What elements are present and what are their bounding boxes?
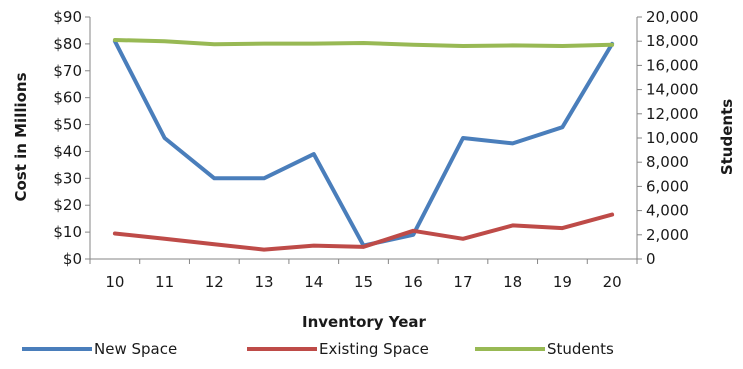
y2-tick-label: 10,000 [646, 129, 699, 147]
y-tick-label: $60 [53, 89, 82, 107]
y-tick-label: $0 [63, 250, 82, 268]
y2-axis-title: Students [718, 99, 736, 175]
y-axis-title: Cost in Millions [12, 72, 30, 201]
y-tick-label: $50 [53, 116, 82, 134]
x-tick-label: 20 [603, 273, 622, 291]
y2-tick-label: 12,000 [646, 105, 699, 123]
series-line-existing-space [112, 212, 615, 252]
y2-tick-label: 4,000 [646, 202, 689, 220]
series-line-new-space [112, 39, 615, 248]
y2-tick-label: 6,000 [646, 177, 689, 195]
legend: New Space Existing Space Students [22, 340, 614, 358]
y2-tick-label: 2,000 [646, 226, 689, 244]
legend-label-existing-space: Existing Space [319, 340, 429, 358]
y-tick-label: $70 [53, 62, 82, 80]
x-tick-label: 18 [503, 273, 522, 291]
legend-label-new-space: New Space [94, 340, 177, 358]
x-tick-label: 16 [404, 273, 423, 291]
x-axis-title: Inventory Year [302, 313, 427, 331]
y2-tick-label: 8,000 [646, 153, 689, 171]
x-tick-label: 14 [304, 273, 323, 291]
y2-tick-label: 16,000 [646, 56, 699, 74]
x-tick-label: 10 [105, 273, 124, 291]
x-tick-label: 17 [453, 273, 472, 291]
y2-tick-label: 20,000 [646, 8, 699, 26]
x-tick-label: 11 [155, 273, 174, 291]
axes: $0 $10 $20 $30 $40 $50 $60 $70 $80 $90 0 2,000 4,000… [53, 8, 698, 291]
y-tick-label: $20 [53, 196, 82, 214]
y-tick-label: $90 [53, 8, 82, 26]
y2-tick-label: 14,000 [646, 81, 699, 99]
x-tick-label: 13 [254, 273, 273, 291]
series-layer [112, 38, 615, 252]
x-tick-label: 15 [354, 273, 373, 291]
x-tick-label: 19 [553, 273, 572, 291]
series-line-students [112, 38, 615, 48]
y-tick-label: $40 [53, 142, 82, 160]
y-tick-label: $10 [53, 223, 82, 241]
y2-tick-label: 18,000 [646, 32, 699, 50]
legend-label-students: Students [547, 340, 614, 358]
y-tick-label: $30 [53, 169, 82, 187]
y2-tick-label: 0 [646, 250, 656, 268]
y-tick-label: $80 [53, 35, 82, 53]
x-tick-label: 12 [205, 273, 224, 291]
